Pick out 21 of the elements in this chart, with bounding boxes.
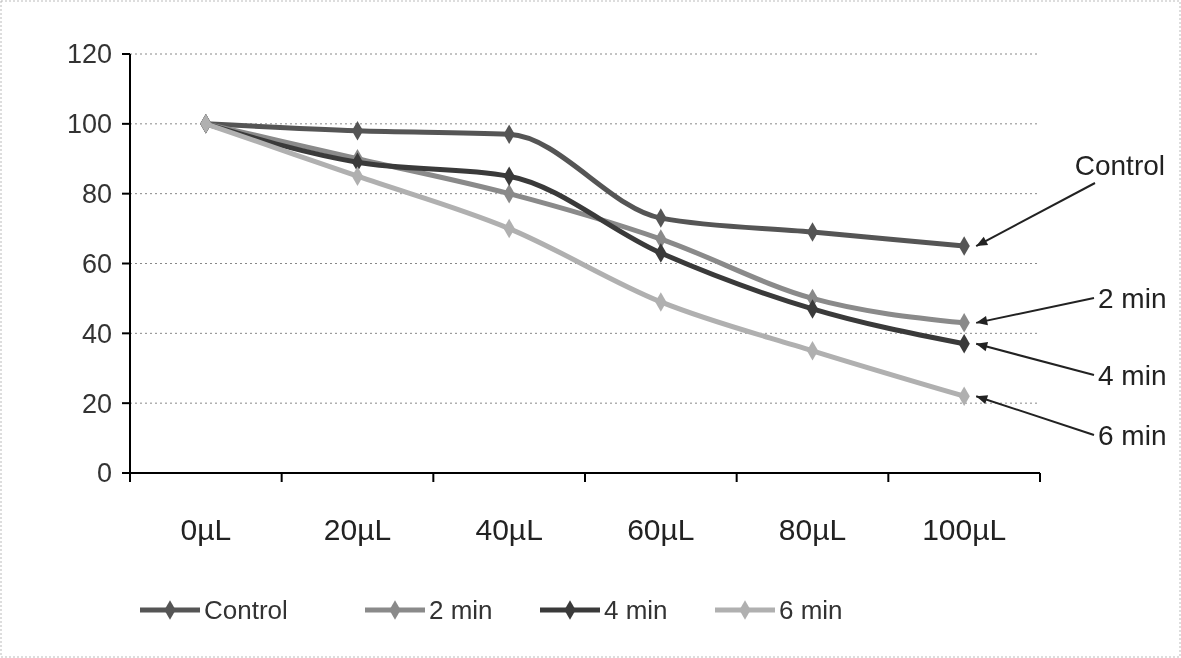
x-tick-label: 80µL [778, 513, 847, 546]
text: 2 min [1098, 283, 1167, 314]
x-tick-label: 60µL [627, 513, 695, 546]
y-tick-label: 100 [66, 109, 112, 140]
y-tick-label: 120 [66, 39, 112, 70]
x-tick-label: 40µL [475, 513, 543, 546]
legend-label: 6 min [779, 595, 843, 626]
y-tick-label: 40 [81, 318, 112, 349]
y-tick-label: 60 [81, 248, 112, 279]
y-tick-label: 20 [81, 388, 112, 419]
text: Control [1074, 150, 1165, 181]
legend-label: 2 min [429, 595, 493, 626]
y-tick-label: 80 [81, 179, 112, 210]
legend-label: 4 min [604, 595, 668, 626]
y-tick-label: 0 [96, 458, 112, 489]
x-tick-label: 100µL [922, 513, 1007, 546]
legend-label: Control [204, 595, 288, 626]
x-tick-label: 20µL [323, 513, 392, 546]
text: 4 min [1098, 360, 1167, 391]
text: 6 min [1098, 420, 1167, 451]
x-tick-label: 0µL [180, 513, 232, 546]
